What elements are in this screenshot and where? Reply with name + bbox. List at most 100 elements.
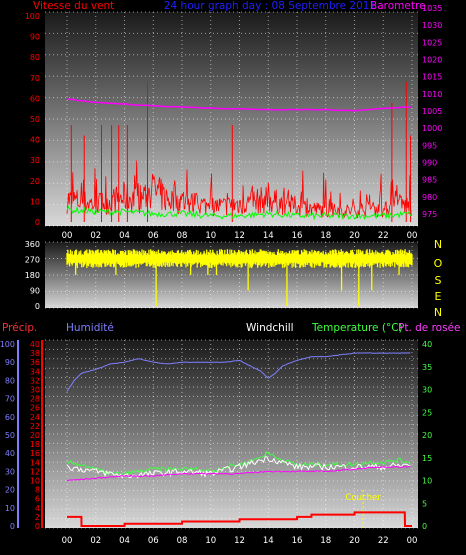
temp-x-tick: 10 — [205, 536, 216, 546]
humidity-y-tick: 10 — [5, 504, 15, 513]
wind-direction-band — [66, 249, 413, 269]
data-series — [66, 81, 413, 528]
precip-y-tick: 14 — [30, 458, 40, 467]
temp-x-tick: 16 — [292, 536, 303, 546]
wind-x-tick: 06 — [148, 231, 159, 241]
pressure-y-tick: 1030 — [422, 21, 442, 30]
humidity-y-tick: 20 — [5, 486, 15, 495]
precip-line — [67, 511, 412, 527]
humidity-y-tick: 30 — [5, 467, 15, 476]
wind-speed-title: Vitesse du vent — [33, 0, 114, 12]
precip-y-tick: 10 — [30, 477, 40, 486]
pressure-y-tick: 1005 — [422, 107, 442, 116]
precip-y-tick: 2 — [35, 513, 40, 522]
temperature-y-tick: 35 — [422, 363, 432, 372]
wind-x-tick: 00 — [407, 231, 418, 241]
pressure-y-tick: 975 — [422, 210, 437, 219]
temp-x-tick: 20 — [349, 536, 360, 546]
temp-x-tick: 06 — [148, 536, 159, 546]
humidity-y-tick: 100 — [0, 340, 15, 349]
pressure-y-tick: 995 — [422, 141, 437, 150]
wind-y-tick: 90 — [30, 33, 40, 42]
axis-labels: 00 02 04 06 08 10 12 14 16 18 20 22 0001020304050607… — [0, 4, 442, 546]
temperature-plot-area — [45, 340, 418, 528]
direction-y-tick: 180 — [25, 271, 40, 280]
sunset-label: Coucher — [345, 493, 381, 503]
barometer-title: Barometre — [370, 0, 426, 12]
wind-x-tick: 10 — [205, 231, 216, 241]
temp-x-tick: 00 — [407, 536, 418, 546]
precip-y-tick: 4 — [35, 504, 40, 513]
humidity-y-tick: 60 — [5, 413, 15, 422]
precip-y-tick: 18 — [30, 440, 40, 449]
temp-x-tick: 12 — [234, 536, 245, 546]
pressure-y-tick: 1000 — [422, 124, 442, 133]
temp-x-tick: 14 — [263, 536, 274, 546]
pressure-y-tick: 1010 — [422, 90, 442, 99]
pressure-y-tick: 1015 — [422, 73, 442, 82]
precip-y-tick: 0 — [35, 522, 40, 531]
compass-o: O — [434, 257, 443, 270]
dewpoint-title: Pt. de rosée — [398, 322, 461, 334]
wind-y-tick: 30 — [30, 156, 40, 165]
temp-x-tick: 08 — [177, 536, 188, 546]
barometer-line — [66, 98, 413, 112]
pressure-y-tick: 985 — [422, 176, 437, 185]
humidity-y-tick: 70 — [5, 395, 15, 404]
wind-speed-line — [66, 160, 412, 219]
precip-y-tick: 38 — [30, 349, 40, 358]
windchill-title: Windchill — [246, 322, 294, 334]
compass-n-top: N — [434, 238, 442, 251]
temp-x-tick: 04 — [119, 536, 130, 546]
precip-y-tick: 24 — [30, 413, 40, 422]
temp-x-tick: 00 — [62, 536, 73, 546]
precip-y-tick: 28 — [30, 395, 40, 404]
temp-x-tick: 18 — [320, 536, 331, 546]
humidity-line — [66, 352, 411, 392]
wind-y-tick: 100 — [25, 12, 40, 21]
humidity-y-tick: 50 — [5, 431, 15, 440]
wind-y-tick: 50 — [30, 115, 40, 124]
wind-x-tick: 02 — [90, 231, 101, 241]
humidity-y-tick: 80 — [5, 376, 15, 385]
wind-x-tick: 22 — [378, 231, 389, 241]
wind-x-tick: 08 — [177, 231, 188, 241]
wind-x-tick: 04 — [119, 231, 130, 241]
precip-y-tick: 36 — [30, 358, 40, 367]
grid-lines — [45, 11, 418, 529]
temperature-y-tick: 15 — [422, 454, 432, 463]
temp-x-tick: 22 — [378, 536, 389, 546]
precip-y-tick: 34 — [30, 367, 40, 376]
precip-y-tick: 26 — [30, 404, 40, 413]
direction-y-tick: 270 — [25, 256, 40, 265]
precip-y-tick: 40 — [30, 340, 40, 349]
graph-title: 24 hour graph day : 08 Septembre 2011 — [164, 0, 376, 12]
wind-x-tick: 14 — [263, 231, 274, 241]
pressure-y-tick: 990 — [422, 159, 437, 168]
precip-y-tick: 12 — [30, 467, 40, 476]
wind-average-line — [66, 205, 412, 221]
pressure-y-tick: 1020 — [422, 56, 442, 65]
temperature-title: Temperature (°C) — [311, 322, 403, 334]
humidity-y-tick: 40 — [5, 449, 15, 458]
humidity-title: Humidité — [66, 322, 114, 334]
wind-y-tick: 70 — [30, 74, 40, 83]
precip-y-tick: 32 — [30, 376, 40, 385]
precip-y-tick: 6 — [35, 495, 40, 504]
wind-y-tick: 10 — [30, 197, 40, 206]
windchill-line — [66, 455, 411, 479]
direction-y-tick: 0 — [35, 302, 40, 311]
wind-y-tick: 0 — [35, 218, 40, 227]
temperature-y-tick: 20 — [422, 431, 432, 440]
temperature-y-tick: 10 — [422, 477, 432, 486]
wind-x-tick: 12 — [234, 231, 245, 241]
precip-y-tick: 8 — [35, 486, 40, 495]
humidity-y-tick: 0 — [10, 522, 15, 531]
pressure-y-tick: 1035 — [422, 4, 442, 13]
wind-x-tick: 00 — [62, 231, 73, 241]
wind-plot-area — [45, 12, 418, 226]
wind-y-tick: 60 — [30, 94, 40, 103]
compass-n-bottom: N — [434, 306, 442, 319]
